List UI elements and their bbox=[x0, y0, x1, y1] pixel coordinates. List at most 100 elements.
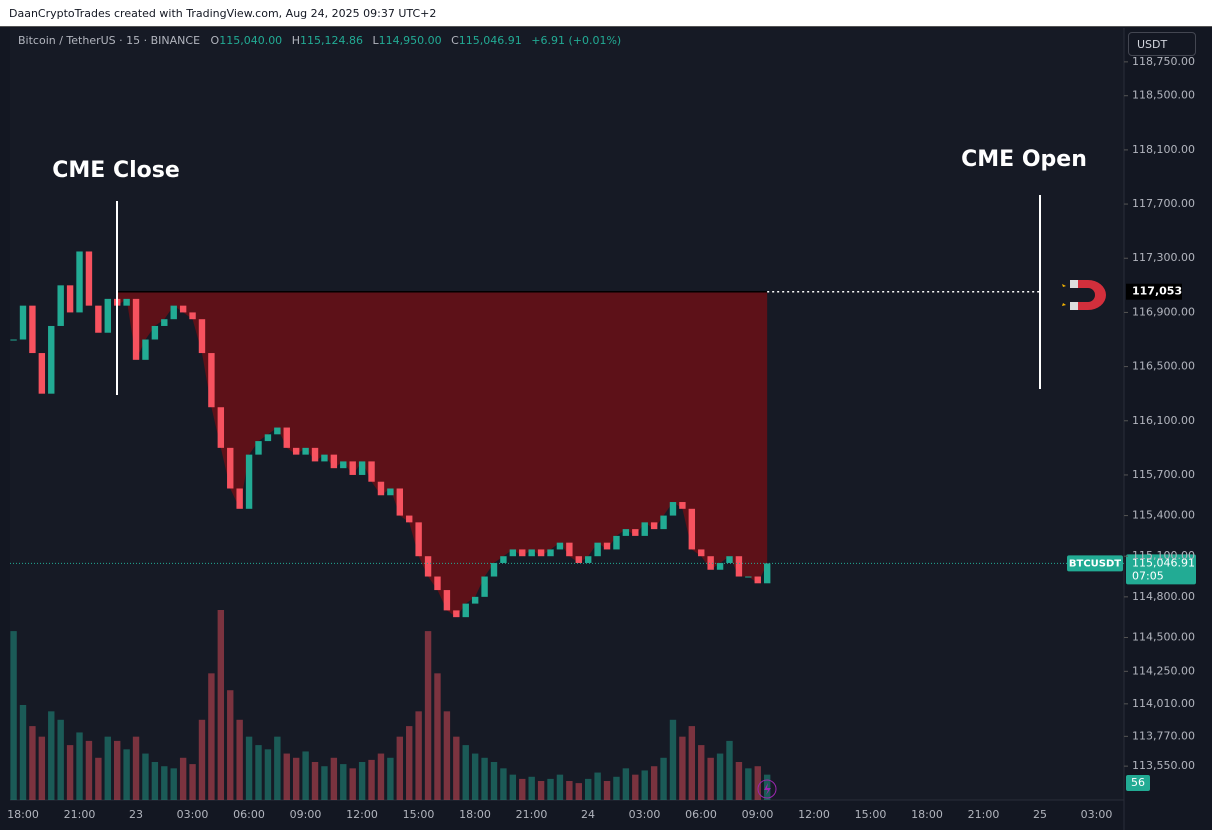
candle-body bbox=[406, 515, 413, 523]
candle-body bbox=[716, 562, 724, 570]
volume-bar bbox=[170, 768, 177, 800]
candle-body bbox=[340, 461, 347, 469]
volume-bar bbox=[38, 736, 46, 800]
volume-bar bbox=[745, 768, 752, 800]
y-tick-label: 117,300.00 bbox=[1132, 251, 1195, 264]
volume-bar bbox=[500, 768, 507, 800]
volume-bar bbox=[698, 745, 705, 800]
candle-body bbox=[227, 447, 234, 489]
x-tick-label: 09:00 bbox=[290, 808, 322, 821]
candle-body bbox=[641, 522, 648, 536]
volume-bar bbox=[453, 736, 460, 800]
candle-body bbox=[679, 502, 686, 509]
legend-value: 115,124.86 bbox=[299, 34, 363, 47]
volume-bar bbox=[434, 673, 441, 800]
volume-bar bbox=[368, 759, 375, 800]
candle-body bbox=[311, 447, 319, 462]
candle-body bbox=[566, 542, 573, 557]
volume-bar bbox=[349, 768, 356, 800]
volume-bar bbox=[707, 757, 714, 800]
x-tick-label: 12:00 bbox=[798, 808, 830, 821]
legend: Bitcoin / TetherUS · 15 · BINANCE O115,0… bbox=[18, 34, 627, 47]
candle-body bbox=[575, 556, 582, 563]
x-tick-label: 09:00 bbox=[742, 808, 774, 821]
candle-body bbox=[123, 298, 130, 306]
candle-body bbox=[424, 556, 432, 577]
volume-bar bbox=[179, 757, 187, 800]
countdown: 07:05 bbox=[1132, 569, 1164, 582]
candle-body bbox=[481, 576, 488, 597]
y-tick-label: 118,100.00 bbox=[1132, 143, 1195, 156]
volume-bar bbox=[754, 766, 761, 800]
candle-body bbox=[462, 603, 469, 618]
candle-body bbox=[302, 447, 309, 455]
volume-bar bbox=[528, 776, 535, 800]
volume-bar bbox=[330, 757, 338, 800]
candle-body bbox=[217, 407, 225, 448]
volume-bar bbox=[575, 783, 582, 800]
x-tick-label: 18:00 bbox=[911, 808, 943, 821]
volume-bar bbox=[245, 736, 253, 800]
candle-body bbox=[707, 556, 714, 570]
volume-bar bbox=[547, 778, 554, 800]
candle-body bbox=[368, 461, 375, 482]
candle-body bbox=[500, 556, 507, 563]
x-tick-label: 21:00 bbox=[968, 808, 1000, 821]
annotation: CME Open bbox=[961, 147, 1087, 172]
candle-body bbox=[660, 515, 667, 530]
currency-button[interactable]: USDT bbox=[1128, 32, 1196, 56]
candle-body bbox=[556, 542, 564, 550]
volume-bar bbox=[132, 736, 140, 800]
volume-bar bbox=[283, 753, 290, 800]
volume-bar bbox=[19, 705, 27, 800]
volume-bar bbox=[321, 766, 328, 800]
x-tick-label: 03:00 bbox=[629, 808, 661, 821]
y-tick-label: 114,500.00 bbox=[1132, 630, 1195, 643]
volume-bar bbox=[679, 736, 686, 800]
candle-body bbox=[236, 488, 243, 509]
y-tick-label: 118,750.00 bbox=[1132, 55, 1195, 68]
volume-bar bbox=[716, 753, 724, 800]
volume-bar bbox=[29, 726, 36, 800]
volume-layer bbox=[10, 610, 771, 800]
volume-bar bbox=[537, 781, 545, 800]
x-tick-label: 03:00 bbox=[177, 808, 209, 821]
candle-body bbox=[528, 549, 535, 557]
y-tick-label: 118,500.00 bbox=[1132, 89, 1195, 102]
candle-body bbox=[443, 590, 451, 611]
candle-body bbox=[208, 353, 215, 408]
candle-body bbox=[38, 353, 46, 394]
legend-key: C bbox=[451, 34, 459, 47]
volume-bar bbox=[95, 757, 102, 800]
legend-key: O bbox=[210, 34, 220, 47]
x-tick-label: 21:00 bbox=[64, 808, 96, 821]
volume-bar bbox=[509, 774, 517, 800]
volume-bar bbox=[585, 778, 592, 800]
volume-bar bbox=[227, 690, 234, 800]
x-tick-label: 18:00 bbox=[7, 808, 39, 821]
candle-body bbox=[170, 305, 177, 320]
volume-bar bbox=[556, 774, 564, 800]
candle-body bbox=[132, 298, 140, 360]
volume-bar bbox=[669, 719, 677, 800]
candle-body bbox=[387, 488, 394, 496]
candle-body bbox=[745, 576, 752, 578]
candle-body bbox=[10, 339, 17, 341]
volume-bar bbox=[85, 740, 93, 800]
y-tick-label: 115,400.00 bbox=[1132, 509, 1195, 522]
legend-value: 115,046.91 bbox=[458, 34, 522, 47]
x-tick-label: 15:00 bbox=[403, 808, 435, 821]
x-tick-label: 06:00 bbox=[685, 808, 717, 821]
candle-body bbox=[48, 325, 55, 394]
candle-body bbox=[594, 542, 601, 557]
last-price-box bbox=[1126, 554, 1196, 585]
volume-bar bbox=[340, 764, 347, 800]
volume-bar bbox=[358, 762, 366, 800]
volume-bar bbox=[688, 726, 696, 800]
candle-body bbox=[161, 319, 168, 326]
candle-body bbox=[189, 312, 196, 320]
x-tick-label: 15:00 bbox=[855, 808, 887, 821]
candle-body bbox=[76, 251, 83, 313]
candle-body bbox=[519, 549, 526, 557]
